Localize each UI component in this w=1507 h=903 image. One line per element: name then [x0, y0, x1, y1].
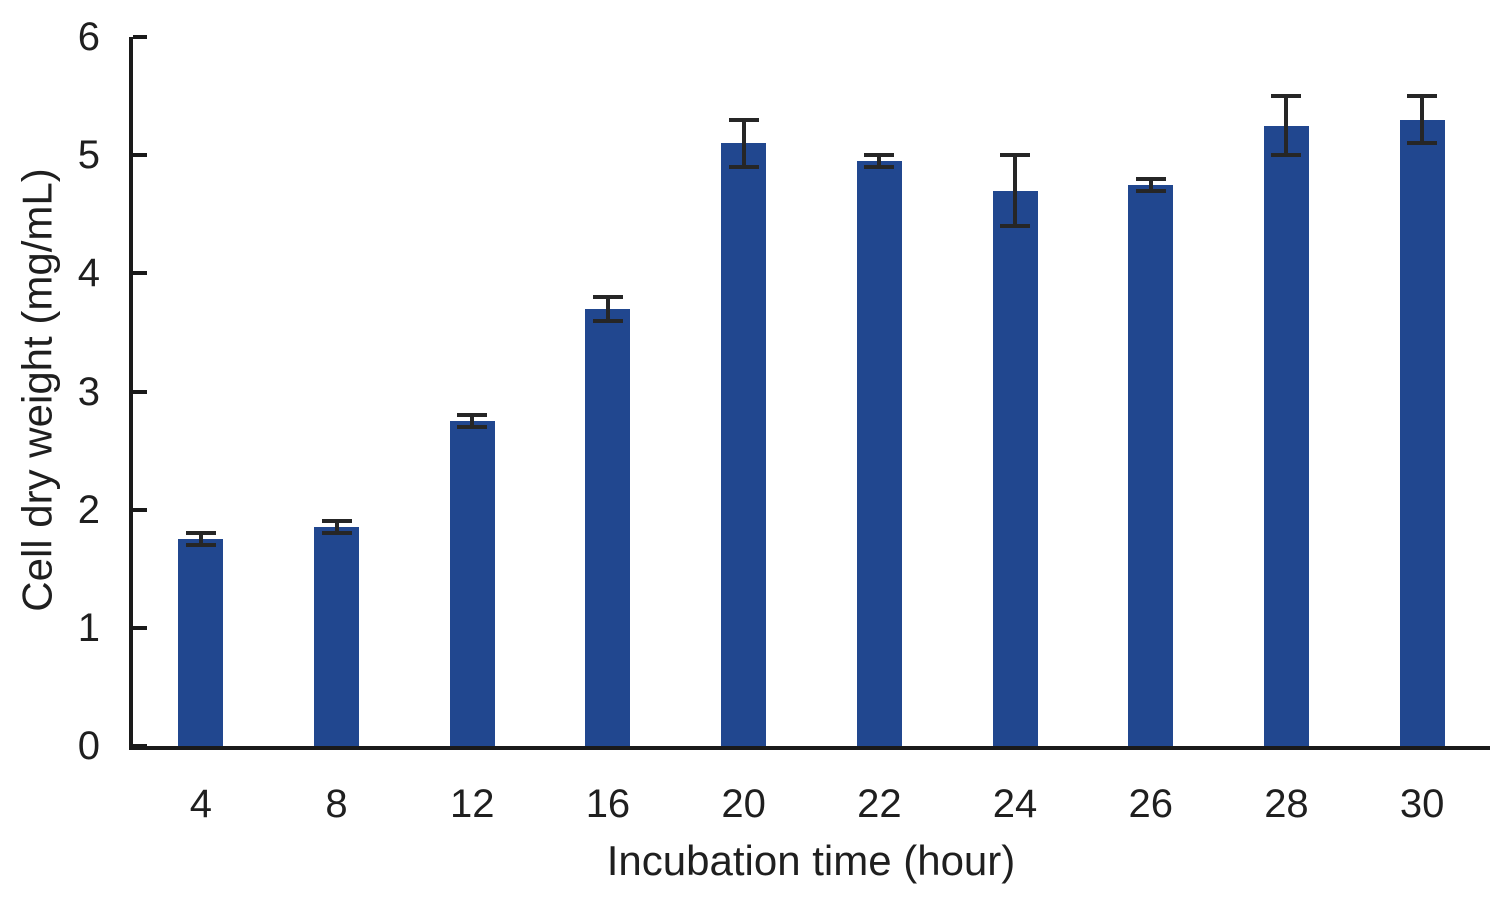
error-bar-line [198, 533, 203, 546]
y-tick-mark [133, 389, 147, 394]
y-tick-label: 5 [77, 133, 100, 178]
bar [314, 527, 360, 746]
error-bar-cap-bottom [592, 318, 623, 323]
y-tick-mark [133, 744, 147, 748]
y-tick-mark [133, 35, 147, 39]
y-tick-label: 1 [77, 605, 100, 650]
x-tick-label: 22 [857, 782, 902, 826]
error-bar-line [334, 521, 339, 534]
error-bar-line [605, 296, 610, 321]
x-tick-label: 26 [1128, 782, 1174, 826]
error-bar-cap-bottom [1000, 224, 1031, 229]
error-bar-cap-top [1135, 176, 1166, 181]
error-bar-cap-bottom [1271, 153, 1302, 158]
error-bar-cap-top [1000, 153, 1031, 158]
y-tick-mark [133, 271, 147, 276]
error-bar-cap-bottom [1135, 188, 1166, 193]
y-tick-label: 0 [77, 724, 100, 768]
bar [1399, 119, 1445, 746]
y-tick-label: 2 [77, 487, 100, 532]
bar [1263, 125, 1309, 746]
error-bar-cap-bottom [321, 531, 352, 536]
error-bar-cap-top [592, 294, 623, 299]
y-tick-label: 4 [77, 251, 100, 296]
error-bar-line [741, 119, 746, 167]
bar [449, 421, 495, 746]
y-tick-label: 6 [77, 15, 100, 59]
error-bar-cap-bottom [1407, 141, 1438, 146]
error-bar-cap-top [457, 413, 488, 418]
x-tick-label: 4 [189, 782, 212, 826]
x-tick-label: 20 [721, 782, 766, 826]
error-bar-cap-bottom [728, 164, 759, 169]
error-bar-cap-bottom [185, 543, 216, 548]
y-tick-mark [133, 507, 147, 512]
x-tick-label: 28 [1264, 782, 1309, 826]
y-axis-line [129, 37, 133, 750]
bar [178, 539, 224, 746]
x-tick-label: 16 [585, 782, 631, 826]
error-bar-line [1420, 96, 1425, 144]
error-bar-line [1148, 178, 1153, 191]
error-bar-line [1284, 96, 1289, 156]
x-axis-title: Incubation time (hour) [606, 837, 1016, 884]
bar [856, 161, 902, 746]
error-bar-line [470, 415, 475, 427]
x-tick-label: 8 [325, 782, 348, 826]
x-tick-label: 12 [450, 782, 495, 826]
error-bar-cap-bottom [864, 164, 895, 169]
error-bar-cap-bottom [457, 424, 488, 429]
error-bar-cap-top [1271, 94, 1302, 99]
bar [1128, 184, 1174, 746]
x-axis-line [129, 746, 1490, 750]
y-tick-mark [133, 625, 147, 630]
error-bar-cap-top [864, 153, 895, 158]
bar [992, 190, 1038, 746]
error-bar-cap-top [1407, 94, 1438, 99]
bar [585, 308, 631, 746]
x-tick-label: 24 [992, 782, 1038, 826]
error-bar-line [877, 155, 882, 167]
y-tick-label: 3 [77, 369, 100, 414]
bar [721, 143, 767, 746]
y-tick-mark [133, 153, 147, 158]
x-tick-label: 30 [1399, 782, 1445, 826]
error-bar-cap-top [185, 531, 216, 536]
error-bar-cap-top [728, 117, 759, 122]
error-bar-cap-top [321, 519, 352, 524]
error-bar-line [1013, 155, 1018, 227]
